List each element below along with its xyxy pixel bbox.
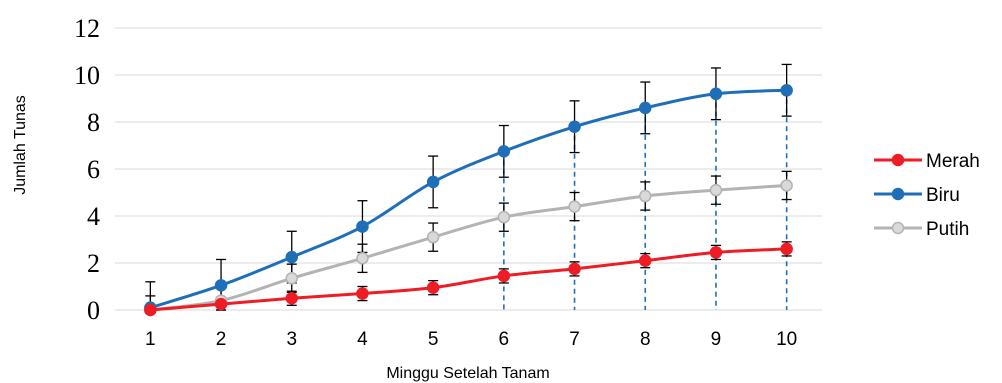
data-point-putih	[709, 183, 723, 197]
data-point-putih	[497, 210, 511, 224]
x-axis-ticks: 1 2 3 4 5 6 7 8 9 10	[145, 329, 797, 350]
data-point-merah	[568, 262, 581, 276]
legend-label: Merah	[926, 151, 980, 172]
x-tick-label: 1	[145, 329, 156, 350]
y-axis-ticks: 0 2 4 6 8 10 12	[74, 14, 100, 325]
data-point-putih	[356, 252, 369, 265]
x-tick-label: 6	[499, 329, 510, 350]
data-point-merah	[497, 269, 511, 283]
data-point-biru	[285, 250, 298, 264]
data-point-putih	[639, 189, 652, 203]
x-axis-label: Minggu Setelah Tanam	[386, 365, 549, 382]
x-tick-label: 5	[428, 329, 439, 350]
y-axis-label: Jumlah Tunas	[12, 95, 29, 195]
error-bars	[145, 63, 792, 311]
y-tick-label: 10	[74, 61, 100, 90]
data-point-putih	[568, 200, 581, 213]
y-tick-label: 8	[87, 108, 100, 137]
x-tick-label: 4	[357, 329, 368, 350]
data-point-putih	[426, 230, 440, 244]
y-tick-label: 2	[87, 249, 100, 278]
legend-label: Putih	[926, 219, 969, 240]
data-point-biru	[214, 279, 228, 292]
series-line-putih	[150, 183, 787, 312]
data-point-merah	[214, 297, 228, 311]
data-point-merah	[709, 246, 723, 259]
series-line-biru	[149, 88, 787, 310]
series-lines	[144, 84, 793, 317]
y-tick-label: 0	[87, 296, 100, 325]
data-point-putih	[285, 272, 298, 285]
x-tick-label: 9	[711, 329, 722, 350]
data-point-merah	[356, 287, 369, 300]
data-point-putih	[780, 179, 793, 192]
x-tick-label: 10	[776, 329, 797, 350]
y-tick-label: 4	[87, 202, 100, 231]
x-tick-label: 7	[569, 329, 580, 350]
x-tick-label: 3	[286, 329, 297, 350]
data-point-biru	[709, 87, 723, 101]
legend-marker	[891, 221, 905, 235]
data-point-biru	[568, 120, 581, 133]
y-tick-label: 6	[87, 155, 100, 184]
data-point-merah	[144, 303, 157, 317]
data-point-merah	[639, 254, 652, 267]
data-point-biru	[780, 84, 793, 97]
legend-marker	[891, 187, 905, 201]
data-point-biru	[497, 145, 511, 158]
legend-marker	[891, 153, 905, 167]
data-point-merah	[780, 242, 793, 256]
gridlines	[115, 27, 822, 311]
data-point-merah	[285, 292, 298, 305]
legend-label: Biru	[926, 185, 960, 206]
data-point-biru	[426, 175, 440, 189]
x-tick-label: 8	[640, 329, 651, 350]
y-tick-label: 12	[74, 14, 100, 43]
series-line-merah	[150, 247, 787, 312]
x-tick-label: 2	[216, 329, 227, 350]
data-point-biru	[356, 220, 369, 233]
legend: Merah Biru Putih	[874, 151, 980, 240]
data-point-biru	[639, 101, 652, 115]
data-point-merah	[426, 281, 440, 294]
